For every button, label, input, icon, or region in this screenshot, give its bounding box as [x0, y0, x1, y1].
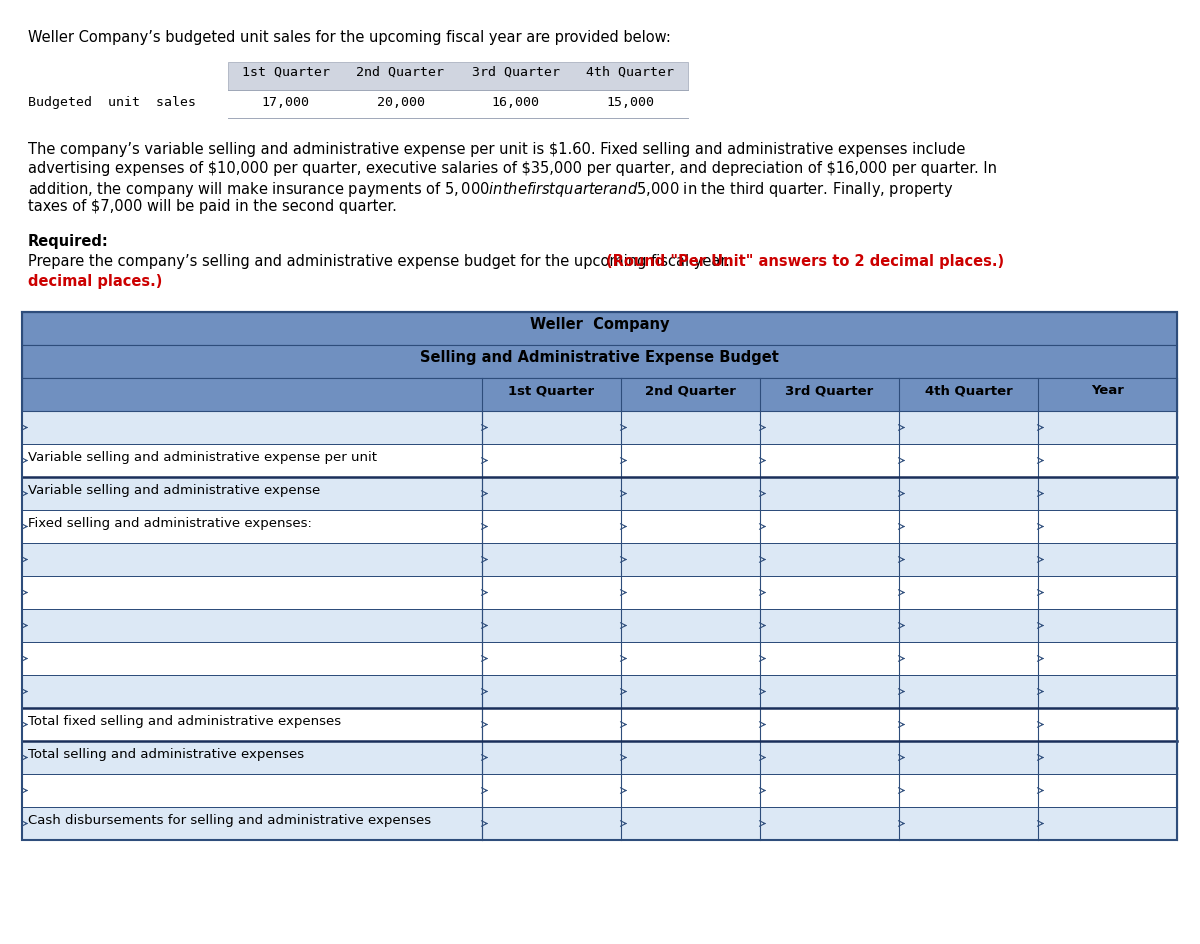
Text: Budgeted  unit  sales: Budgeted unit sales: [28, 96, 196, 109]
Text: (Round "Per Unit" answers to 2 decimal places.): (Round "Per Unit" answers to 2 decimal p…: [606, 254, 1004, 269]
Text: Total fixed selling and administrative expenses: Total fixed selling and administrative e…: [28, 715, 341, 728]
Bar: [228, 62, 688, 90]
Bar: [22, 378, 1177, 411]
Text: 1st Quarter: 1st Quarter: [509, 384, 594, 397]
Bar: [22, 741, 1177, 774]
Text: decimal places.): decimal places.): [28, 274, 162, 289]
Text: taxes of $7,000 will be paid in the second quarter.: taxes of $7,000 will be paid in the seco…: [28, 199, 397, 214]
Bar: [22, 543, 1177, 576]
Text: Year: Year: [1091, 384, 1124, 397]
Text: 4th Quarter: 4th Quarter: [925, 384, 1013, 397]
Bar: [22, 774, 1177, 807]
Text: Selling and Administrative Expense Budget: Selling and Administrative Expense Budge…: [420, 350, 779, 365]
Text: 2nd Quarter: 2nd Quarter: [356, 66, 444, 79]
Bar: [22, 609, 1177, 642]
Bar: [22, 312, 1177, 840]
Text: advertising expenses of $10,000 per quarter, executive salaries of $35,000 per q: advertising expenses of $10,000 per quar…: [28, 161, 997, 176]
Text: Variable selling and administrative expense: Variable selling and administrative expe…: [28, 484, 320, 497]
Bar: [22, 708, 1177, 741]
Text: Required:: Required:: [28, 234, 109, 249]
Text: 2nd Quarter: 2nd Quarter: [646, 384, 736, 397]
Bar: [22, 642, 1177, 675]
Text: 16,000: 16,000: [492, 96, 540, 109]
Bar: [22, 411, 1177, 444]
Text: Fixed selling and administrative expenses:: Fixed selling and administrative expense…: [28, 517, 312, 530]
Text: 3rd Quarter: 3rd Quarter: [472, 66, 559, 79]
Text: Total selling and administrative expenses: Total selling and administrative expense…: [28, 748, 304, 761]
Text: Weller  Company: Weller Company: [529, 317, 670, 332]
Text: 15,000: 15,000: [606, 96, 654, 109]
Bar: [22, 312, 1177, 345]
Bar: [22, 444, 1177, 477]
Bar: [22, 345, 1177, 378]
Text: Prepare the company’s selling and administrative expense budget for the upcoming: Prepare the company’s selling and admini…: [28, 254, 734, 269]
Text: The company’s variable selling and administrative expense per unit is $1.60. Fix: The company’s variable selling and admin…: [28, 142, 965, 157]
Bar: [22, 576, 1177, 609]
Bar: [22, 477, 1177, 510]
Text: 17,000: 17,000: [262, 96, 310, 109]
Bar: [22, 807, 1177, 840]
Text: 20,000: 20,000: [377, 96, 425, 109]
Text: 1st Quarter: 1st Quarter: [241, 66, 330, 79]
Text: Variable selling and administrative expense per unit: Variable selling and administrative expe…: [28, 451, 377, 464]
Text: 4th Quarter: 4th Quarter: [587, 66, 674, 79]
Bar: [22, 675, 1177, 708]
Text: addition, the company will make insurance payments of $5,000 in the first quarte: addition, the company will make insuranc…: [28, 180, 954, 199]
Text: Cash disbursements for selling and administrative expenses: Cash disbursements for selling and admin…: [28, 814, 431, 827]
Text: 3rd Quarter: 3rd Quarter: [785, 384, 874, 397]
Text: Weller Company’s budgeted unit sales for the upcoming fiscal year are provided b: Weller Company’s budgeted unit sales for…: [28, 30, 671, 45]
Bar: [22, 510, 1177, 543]
